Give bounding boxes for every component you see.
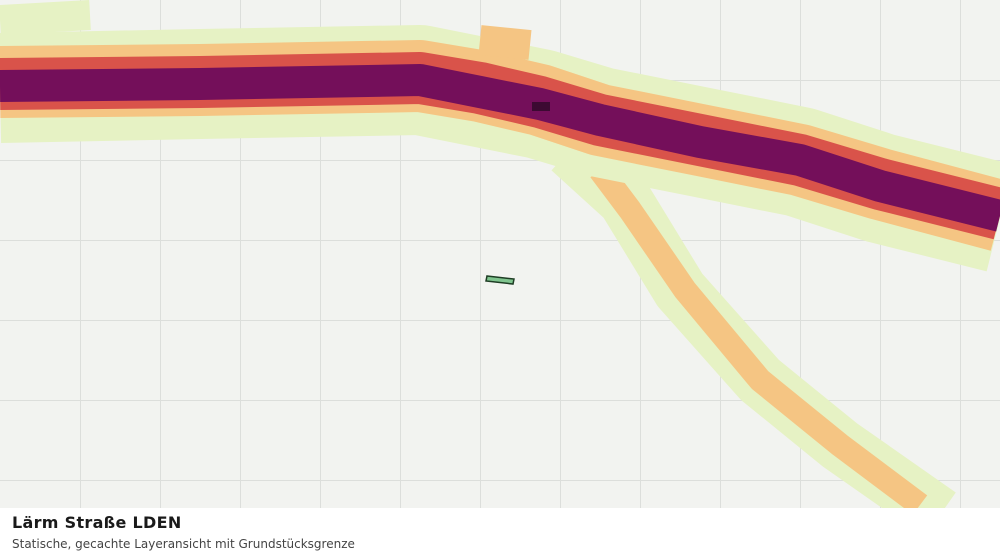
layer-subtitle: Statische, gecachte Layeransicht mit Gru… (12, 537, 355, 551)
noise-peak (532, 102, 550, 111)
noise-main-max (0, 64, 1000, 232)
caption-bar: Lärm Straße LDEN Statische, gecachte Lay… (0, 508, 1000, 560)
noise-layer (0, 0, 1000, 538)
noise-upper-low (0, 0, 91, 35)
layer-title: Lärm Straße LDEN (12, 513, 182, 532)
noise-branch-mid (590, 162, 928, 515)
parcel-boundary (485, 275, 515, 285)
noise-upper-mid (478, 25, 532, 60)
